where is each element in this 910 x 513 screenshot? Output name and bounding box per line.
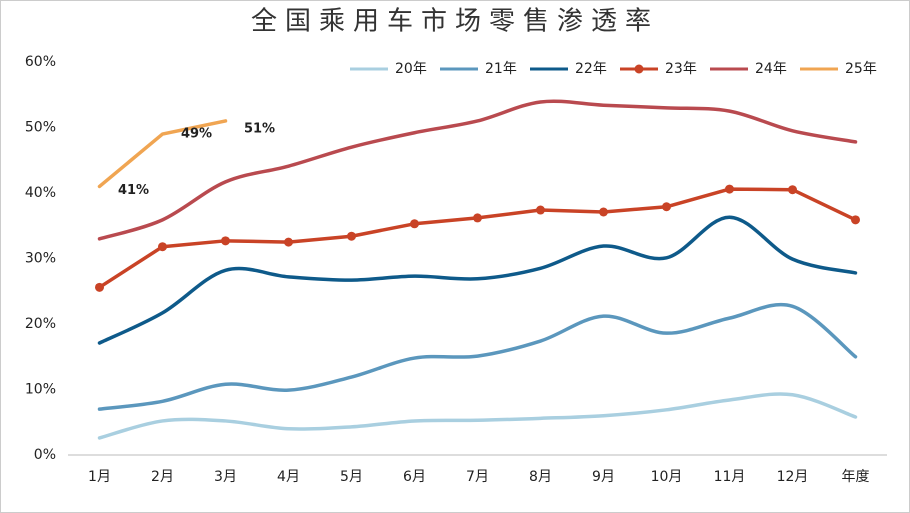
marker [95,282,104,292]
x-tick-label: 11月 [714,469,746,485]
x-tick-label: 2月 [151,469,174,485]
legend-label: 20年 [395,61,427,77]
legend-label: 22年 [575,61,607,77]
x-tick-label: 5月 [340,469,363,485]
data-label: 51% [244,121,275,136]
series-line [97,302,858,411]
marker [536,205,545,215]
marker [851,215,860,225]
chart-title: 全国乘用车市场零售渗透率 [251,7,659,37]
x-tick-label: 年度 [842,469,870,485]
legend-label: 21年 [485,61,517,77]
series-line [97,392,858,440]
legend-label: 23年 [665,61,697,77]
series-line [97,99,858,241]
x-tick-label: 10月 [651,469,683,485]
marker [788,185,797,195]
data-label: 49% [181,127,212,142]
y-tick-label: 0% [34,447,56,463]
marker [473,213,482,223]
marker [221,236,230,246]
marker [599,207,608,217]
legend-label: 25年 [845,61,877,77]
legend-marker [634,64,644,74]
y-tick-label: 20% [25,316,56,332]
data-label: 41% [118,183,149,198]
series-line [97,119,228,189]
y-tick-label: 10% [25,382,56,398]
legend-label: 24年 [755,61,787,77]
x-tick-label: 6月 [403,469,426,485]
y-tick-label: 50% [25,120,56,136]
series-line [97,215,858,345]
x-tick-label: 7月 [466,469,489,485]
y-tick-label: 40% [25,185,56,201]
marker [410,219,419,229]
x-tick-label: 8月 [529,469,552,485]
marker [284,237,293,247]
x-tick-label: 3月 [214,469,237,485]
marker [725,184,734,194]
y-tick-label: 60% [25,54,56,70]
marker [347,231,356,241]
y-tick-label: 30% [25,251,56,267]
x-tick-label: 9月 [592,469,615,485]
marker [662,202,671,212]
x-tick-label: 1月 [88,469,111,485]
marker [158,242,167,252]
x-tick-label: 12月 [777,469,809,485]
x-tick-label: 4月 [277,469,300,485]
